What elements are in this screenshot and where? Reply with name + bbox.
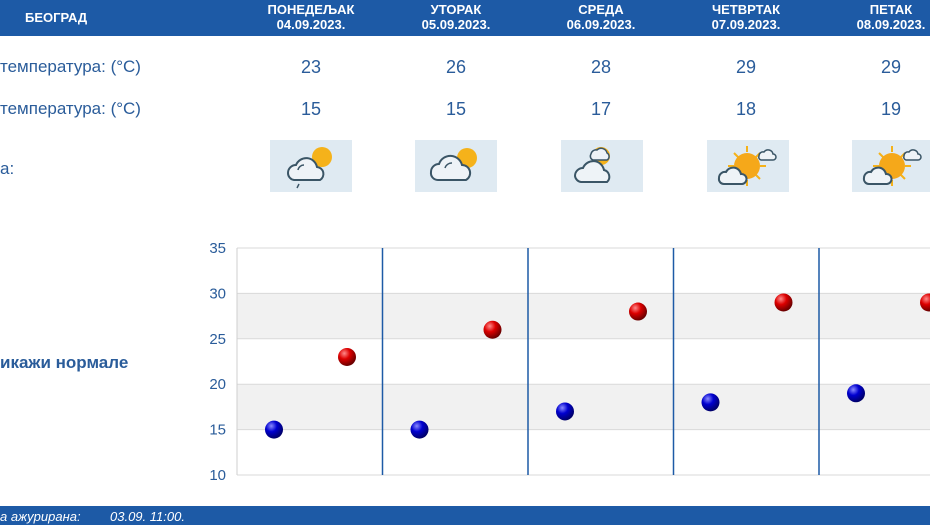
max-temp-value: 26	[445, 57, 467, 77]
day-name: УТОРАК	[430, 2, 482, 17]
day-name: ПОНЕДЕЉАК	[267, 2, 355, 17]
grid-band	[237, 384, 930, 430]
max-temp-point	[338, 347, 356, 366]
min-temp-point	[847, 384, 865, 403]
y-tick-label: 35	[209, 240, 226, 257]
y-tick-label: 15	[209, 422, 226, 439]
min-temp-value: 17	[590, 99, 612, 119]
partly-cloudy-rain-icon	[270, 140, 352, 192]
partly-cloudy-icon	[415, 140, 497, 192]
min-temp-label: температура: (°C)	[0, 99, 141, 118]
sunny-cloud-icon	[707, 140, 789, 192]
day-name: СРЕДА	[578, 2, 624, 17]
max-temp-value: 28	[590, 57, 612, 77]
sunny-cloud-icon	[852, 140, 930, 192]
day-date: 08.09.2023.	[856, 17, 926, 32]
min-temp-value: 15	[445, 99, 467, 119]
y-tick-label: 10	[209, 467, 226, 484]
updated-label: а ажурирана:	[0, 509, 81, 524]
max-temp-point	[483, 320, 502, 339]
day-date: 07.09.2023.	[711, 17, 781, 32]
max-temp-point	[920, 293, 930, 312]
min-temp-point	[410, 420, 429, 439]
day-header: ЧЕТВРТАК 07.09.2023.	[676, 2, 816, 32]
min-temp-point	[556, 402, 574, 421]
y-tick-label: 25	[209, 331, 226, 348]
max-temp-value: 29	[880, 57, 902, 77]
day-header: ПОНЕДЕЉАК 04.09.2023.	[241, 2, 381, 32]
weather-label: а:	[0, 159, 15, 178]
y-tick-label: 20	[209, 376, 226, 393]
day-date: 06.09.2023.	[566, 17, 636, 32]
show-normals-link[interactable]: икажи нормале	[0, 353, 129, 372]
max-temp-point	[774, 293, 793, 312]
max-temp-value: 29	[735, 57, 757, 77]
day-name: ПЕТАК	[869, 2, 913, 17]
max-temp-label: температура: (°C)	[0, 57, 141, 76]
city-name: БЕОГРАД	[25, 10, 88, 25]
forecast-header: БЕОГРАД ПОНЕДЕЉАК 04.09.2023. УТОРАК 05.…	[0, 0, 930, 36]
max-temp-point	[629, 302, 647, 321]
day-date: 05.09.2023.	[421, 17, 491, 32]
day-header: УТОРАК 05.09.2023.	[386, 2, 526, 32]
min-temp-value: 18	[735, 99, 757, 119]
min-temp-value: 15	[300, 99, 322, 119]
footer-bar: а ажурирана: 03.09. 11:00.	[0, 506, 930, 525]
min-temp-point	[265, 420, 283, 439]
day-name: ЧЕТВРТАК	[711, 2, 781, 17]
grid-band	[237, 293, 930, 339]
day-date: 04.09.2023.	[276, 17, 346, 32]
min-temp-point	[701, 393, 720, 412]
y-tick-label: 30	[209, 285, 226, 302]
day-header: ПЕТАК 08.09.2023.	[821, 2, 930, 32]
partly-cloudy-icon	[561, 140, 643, 192]
min-temp-value: 19	[880, 99, 902, 119]
temperature-chart: 10 15 20 25 30 35	[209, 240, 930, 484]
day-header: СРЕДА 06.09.2023.	[531, 2, 671, 32]
max-temp-value: 23	[300, 57, 322, 77]
updated-value: 03.09. 11:00.	[110, 509, 185, 524]
